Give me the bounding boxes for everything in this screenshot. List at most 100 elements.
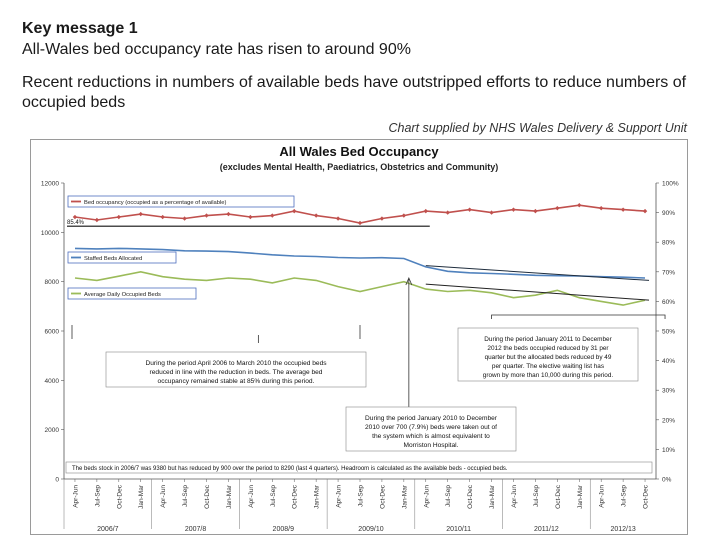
x-tick-label: Apr-Jun — [599, 485, 606, 508]
y-right-tick-label: 40% — [662, 358, 675, 365]
x-tick-label: Oct-Dec — [379, 484, 386, 509]
x-tick-label: Jan-Mar — [314, 484, 321, 509]
year-label: 2010/11 — [446, 526, 471, 533]
y-left-tick-label: 2000 — [45, 427, 60, 434]
year-label: 2012/13 — [610, 526, 635, 533]
series-1-point — [379, 216, 385, 221]
note-2010: During the period January 2010 to Decemb… — [365, 415, 498, 449]
x-tick-label: Oct-Dec — [116, 484, 123, 509]
series-1-point — [292, 208, 297, 214]
y-left-tick-label: 4000 — [45, 378, 60, 385]
note-2011-2012-line: 2012 the beds occupied reduced by 31 per — [487, 345, 609, 352]
series-1-point — [204, 213, 209, 218]
note-2010-line: Morriston Hospital. — [404, 442, 459, 449]
chart-credit: Chart supplied by NHS Wales Delivery & S… — [388, 121, 687, 135]
x-tick-label: Jul-Sep — [270, 485, 277, 507]
y-right-tick-label: 0% — [662, 477, 672, 484]
trend-line-occupied — [425, 283, 650, 301]
series-1-point — [555, 205, 560, 211]
note-2011-2012-line: per quarter. The elective waiting list h… — [492, 363, 604, 370]
x-tick-label: Jul-Sep — [182, 485, 189, 507]
note-2010-line: 2010 over 700 (7.9%) beds were taken out… — [365, 424, 497, 431]
series-1-point — [138, 211, 143, 217]
chart-title: All Wales Bed Occupancy — [279, 144, 439, 159]
series-1-point — [160, 214, 165, 220]
x-tick-label: Jul-Sep — [533, 485, 540, 507]
legend-occupied-beds-box — [67, 287, 197, 300]
y-left-tick-label: 6000 — [45, 329, 60, 336]
slide-subtitle: All-Wales bed occupancy rate has risen t… — [22, 41, 411, 58]
x-tick-label: Apr-Jun — [511, 485, 518, 508]
x-tick-label: Jan-Mar — [577, 484, 584, 509]
chart-image: All Wales Bed Occupancy (excludes Mental … — [30, 139, 688, 535]
note-2011-2012-line: During the period January 2011 to Decemb… — [484, 336, 612, 343]
series-1-point — [72, 214, 78, 220]
legend-staffed-beds-box — [67, 251, 177, 264]
bracket-2011 — [491, 314, 666, 319]
year-label: 2011/12 — [534, 526, 559, 533]
slide-body-text: Recent reductions in numbers of availabl… — [22, 74, 687, 111]
avg-occupancy-label: 85.4% — [67, 220, 85, 226]
y-left-tick-label: 12000 — [41, 181, 59, 188]
x-tick-label: Oct-Dec — [555, 484, 562, 509]
x-tick-label: Jan-Mar — [489, 484, 496, 509]
series-1-point — [642, 208, 648, 214]
bed-occupancy-chart: All Wales Bed Occupancy (excludes Mental … — [30, 139, 688, 535]
series-1-point — [489, 210, 494, 215]
y-left-tick-label: 0 — [55, 477, 59, 484]
footer-note: The beds stock in 2006/7 was 9380 but ha… — [72, 466, 508, 472]
series-1-point — [248, 214, 253, 220]
legend-occupancy-label: Bed occupancy (occupied as a percentage … — [84, 200, 227, 206]
note-2010-line: the system which is almost equivalent to — [372, 433, 490, 440]
x-tick-label: Jan-Mar — [138, 484, 145, 509]
series-1-point — [467, 207, 472, 212]
series-1-point — [335, 216, 341, 221]
note-2011-2012: During the period January 2011 to Decemb… — [483, 336, 614, 379]
note-2010-box — [345, 406, 517, 452]
y-right-tick-label: 10% — [662, 447, 675, 454]
series-1-point — [226, 211, 231, 217]
x-tick-label: Oct-Dec — [292, 484, 299, 509]
y-right-tick-label: 60% — [662, 299, 675, 306]
slide-title: Key message 1 — [22, 20, 138, 37]
note-2006-2010-line: occupancy remained stable at 85% during … — [158, 378, 315, 385]
note-2011-2012-line: grown by more than 10,000 during this pe… — [483, 372, 614, 379]
x-tick-label: Jul-Sep — [94, 485, 101, 507]
note-2011-2012-box — [457, 327, 639, 382]
x-tick-label: Jul-Sep — [358, 485, 365, 507]
series-1-point — [116, 214, 122, 220]
x-tick-label: Jan-Mar — [226, 484, 233, 509]
year-label: 2006/7 — [97, 526, 119, 533]
trend-line-beds — [425, 265, 650, 281]
series-1-point — [357, 220, 363, 226]
legend-occupancy-box — [67, 195, 295, 208]
x-tick-label: Apr-Jun — [336, 485, 343, 508]
note-2006-2010-line: During the period April 2006 to March 20… — [145, 360, 327, 367]
x-tick-label: Oct-Dec — [643, 484, 650, 509]
series-1-point — [445, 210, 450, 215]
x-tick-label: Oct-Dec — [467, 484, 474, 509]
y-right-tick-label: 20% — [662, 417, 675, 424]
series-1-point — [577, 203, 582, 208]
x-tick-label: Jul-Sep — [445, 485, 452, 507]
y-right-tick-label: 50% — [662, 329, 675, 336]
note-2006-2010-line: reduced in line with the reduction in be… — [150, 369, 323, 376]
series-line-3 — [74, 270, 646, 306]
y-right-tick-label: 70% — [662, 269, 675, 276]
y-left-tick-label: 10000 — [41, 230, 59, 237]
x-tick-label: Jan-Mar — [401, 484, 408, 509]
series-1-point — [423, 208, 428, 214]
x-tick-label: Apr-Jun — [248, 485, 255, 508]
y-right-tick-label: 100% — [662, 181, 679, 188]
series-line-2 — [74, 247, 646, 279]
x-tick-label: Jul-Sep — [621, 485, 628, 507]
year-label: 2009/10 — [358, 526, 383, 533]
x-tick-label: Apr-Jun — [423, 485, 430, 508]
year-label: 2007/8 — [185, 526, 207, 533]
arrow-head — [405, 276, 413, 286]
legend-occupied-beds-label: Average Daily Occupied Beds — [84, 292, 161, 298]
x-tick-label: Apr-Jun — [160, 485, 167, 508]
note-2006-2010-box — [105, 351, 367, 388]
y-right-tick-label: 30% — [662, 388, 675, 395]
y-left-tick-label: 8000 — [45, 279, 60, 286]
